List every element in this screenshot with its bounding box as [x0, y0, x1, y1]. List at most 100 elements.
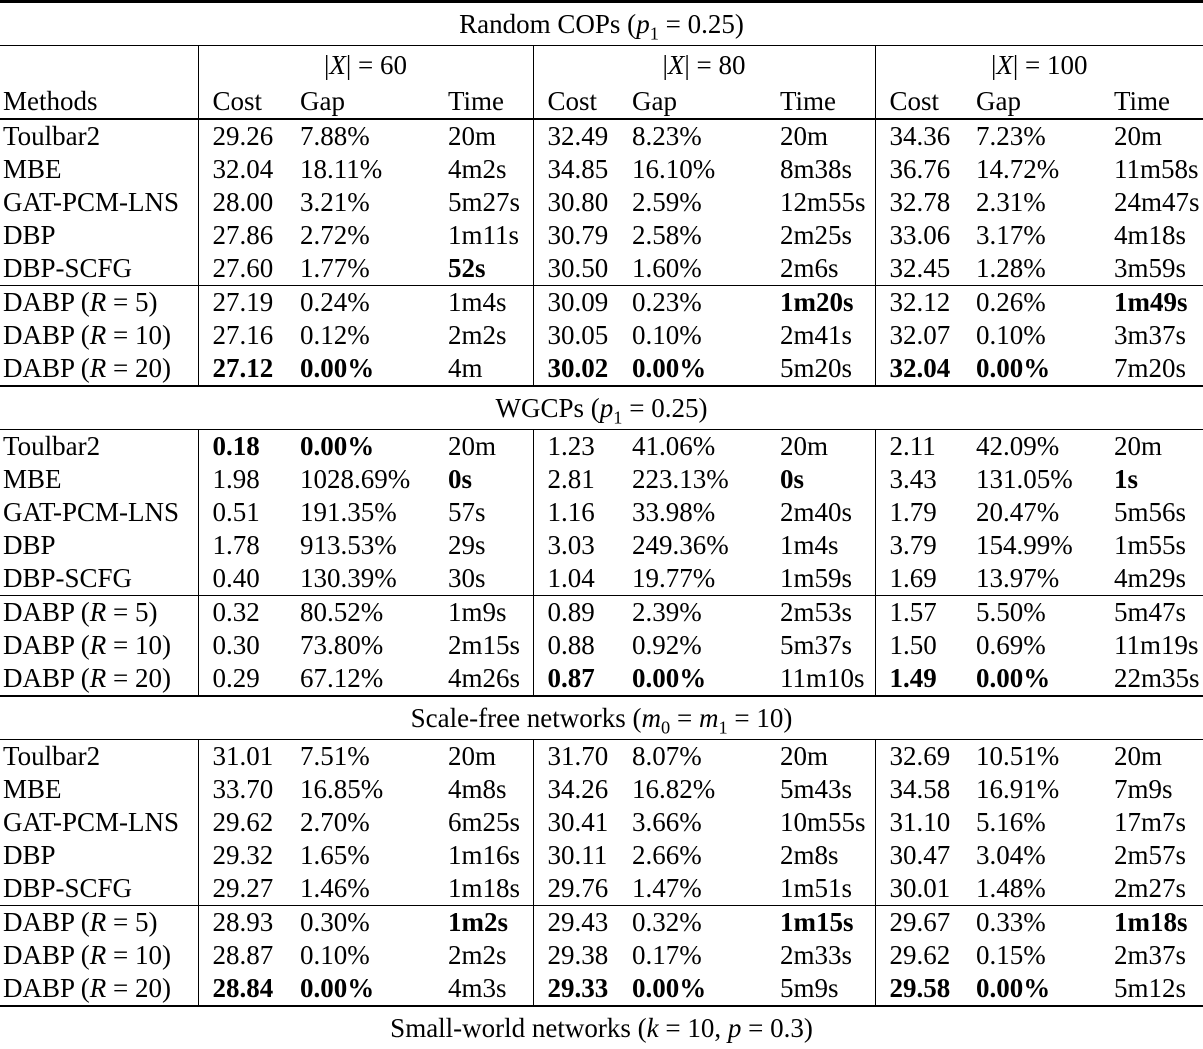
- time-cell: 20m: [1100, 119, 1203, 153]
- cost-cell: 30.41: [533, 806, 618, 839]
- cost-cell: 1.69: [875, 562, 962, 596]
- time-cell: 20m: [434, 119, 533, 153]
- time-cell: 1m51s: [766, 872, 875, 906]
- section-title-row: Random COPs (p1 = 0.25): [0, 2, 1203, 46]
- cost-cell: 3.03: [533, 529, 618, 562]
- time-cell: 17m7s: [1100, 806, 1203, 839]
- time-cell: 2m6s: [766, 252, 875, 286]
- time-cell: 2m33s: [766, 939, 875, 972]
- gap-cell: 1.60%: [618, 252, 766, 286]
- time-cell: 1m20s: [766, 286, 875, 320]
- cost-cell: 3.43: [875, 463, 962, 496]
- time-cell: 20m: [434, 740, 533, 774]
- cost-cell: 0.30: [198, 629, 286, 662]
- cost-cell: 30.47: [875, 839, 962, 872]
- time-cell: 2m40s: [766, 496, 875, 529]
- time-cell: 3m59s: [1100, 252, 1203, 286]
- time-cell: 11m19s: [1100, 629, 1203, 662]
- time-cell: 1m2s: [434, 906, 533, 940]
- time-cell: 1m59s: [766, 562, 875, 596]
- gap-cell: 1028.69%: [286, 463, 434, 496]
- gap-cell: 8.07%: [618, 740, 766, 774]
- cost-cell: 30.02: [533, 352, 618, 386]
- gap-cell: 5.16%: [962, 806, 1100, 839]
- cost-cell: 30.05: [533, 319, 618, 352]
- time-cell: 1m9s: [434, 596, 533, 630]
- gap-cell: 0.17%: [618, 939, 766, 972]
- time-cell: 30s: [434, 562, 533, 596]
- time-cell: 5m20s: [766, 352, 875, 386]
- cost-cell: 29.38: [533, 939, 618, 972]
- time-cell: 1m55s: [1100, 529, 1203, 562]
- time-cell: 4m29s: [1100, 562, 1203, 596]
- cost-cell: 31.70: [533, 740, 618, 774]
- cost-cell: 0.51: [198, 496, 286, 529]
- cost-cell: 28.00: [198, 186, 286, 219]
- cost-cell: 2.11: [875, 430, 962, 464]
- method-cell: Toulbar2: [0, 740, 198, 774]
- gap-cell: 7.88%: [286, 119, 434, 153]
- time-cell: 20m: [1100, 430, 1203, 464]
- time-cell: 5m43s: [766, 773, 875, 806]
- cost-cell: 28.93: [198, 906, 286, 940]
- group-label-x80: |X| = 80: [533, 46, 875, 85]
- method-cell: MBE: [0, 463, 198, 496]
- cost-cell: 29.76: [533, 872, 618, 906]
- group-header-spacer: [0, 46, 198, 85]
- cost-cell: 0.87: [533, 662, 618, 696]
- time-cell: 5m56s: [1100, 496, 1203, 529]
- gap-cell: 41.06%: [618, 430, 766, 464]
- gap-cell: 1.48%: [962, 872, 1100, 906]
- method-cell: DABP (R = 20): [0, 972, 198, 1006]
- gap-cell: 3.66%: [618, 806, 766, 839]
- cost-cell: 32.49: [533, 119, 618, 153]
- method-cell: DABP (R = 10): [0, 319, 198, 352]
- method-cell: DABP (R = 10): [0, 629, 198, 662]
- gap-cell: 0.69%: [962, 629, 1100, 662]
- time-cell: 1m11s: [434, 219, 533, 252]
- time-cell: 11m58s: [1100, 153, 1203, 186]
- cost-cell: 27.19: [198, 286, 286, 320]
- gap-cell: 2.70%: [286, 806, 434, 839]
- cost-cell: 29.43: [533, 906, 618, 940]
- cost-cell: 0.89: [533, 596, 618, 630]
- cost-cell: 30.50: [533, 252, 618, 286]
- cost-cell: 29.33: [533, 972, 618, 1006]
- time-cell: 2m37s: [1100, 939, 1203, 972]
- cost-cell: 28.87: [198, 939, 286, 972]
- cost-cell: 27.12: [198, 352, 286, 386]
- gap-cell: 130.39%: [286, 562, 434, 596]
- time-cell: 1m4s: [766, 529, 875, 562]
- cost-cell: 31.01: [198, 740, 286, 774]
- time-cell: 7m20s: [1100, 352, 1203, 386]
- gap-cell: 0.24%: [286, 286, 434, 320]
- section-title: Random COPs (p1 = 0.25): [0, 2, 1203, 46]
- time-cell: 5m9s: [766, 972, 875, 1006]
- time-cell: 1s: [1100, 463, 1203, 496]
- time-cell: 2m2s: [434, 319, 533, 352]
- gap-cell: 20.47%: [962, 496, 1100, 529]
- cost-cell: 34.26: [533, 773, 618, 806]
- time-cell: 20m: [766, 740, 875, 774]
- gap-cell: 3.17%: [962, 219, 1100, 252]
- gap-cell: 249.36%: [618, 529, 766, 562]
- section-title-row: Scale-free networks (m0 = m1 = 10): [0, 696, 1203, 740]
- column-header-row: Methods Cost Gap Time Cost Gap Time Cost…: [0, 84, 1203, 119]
- gap-cell: 18.11%: [286, 153, 434, 186]
- gap-cell: 0.00%: [962, 662, 1100, 696]
- time-cell: 4m3s: [434, 972, 533, 1006]
- time-cell: 2m2s: [434, 939, 533, 972]
- gap-cell: 1.77%: [286, 252, 434, 286]
- method-cell: Toulbar2: [0, 119, 198, 153]
- cost-cell: 27.86: [198, 219, 286, 252]
- time-cell: 22m35s: [1100, 662, 1203, 696]
- gap-cell: 913.53%: [286, 529, 434, 562]
- gap-cell: 0.12%: [286, 319, 434, 352]
- gap-cell: 16.85%: [286, 773, 434, 806]
- cost-cell: 27.16: [198, 319, 286, 352]
- time-cell: 11m10s: [766, 662, 875, 696]
